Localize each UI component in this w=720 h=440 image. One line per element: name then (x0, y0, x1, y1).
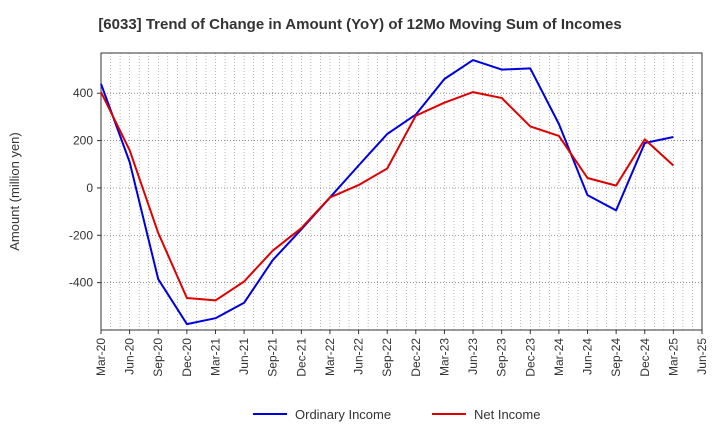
x-tick-label: Jun-25 (695, 338, 709, 375)
x-tick-label: Dec-21 (294, 338, 308, 377)
legend-label: Net Income (474, 407, 540, 422)
x-tick-label: Sep-21 (266, 338, 280, 377)
x-tick-label: Mar-20 (94, 338, 108, 376)
x-tick-label: Jun-23 (466, 338, 480, 375)
y-tick-label: 200 (73, 134, 93, 148)
x-tick-label: Jun-24 (581, 338, 595, 375)
grid (101, 53, 702, 330)
x-tick-label: Sep-23 (495, 338, 509, 377)
plot-frame (100, 52, 703, 331)
x-tick-label: Jun-21 (237, 338, 251, 375)
legend-label: Ordinary Income (295, 407, 391, 422)
x-tick-label: Mar-25 (666, 338, 680, 376)
x-tick-label: Dec-23 (523, 338, 537, 377)
series-ordinary-income (100, 59, 674, 326)
y-tick-label: -400 (69, 276, 93, 290)
plot-area (101, 53, 702, 330)
x-tick-label: Mar-24 (552, 338, 566, 376)
y-tick-label: -200 (69, 228, 93, 242)
x-tick-label: Mar-23 (437, 338, 451, 376)
x-tick-label: Sep-24 (609, 338, 623, 377)
series-net-income (100, 91, 675, 302)
x-tick-label: Mar-22 (323, 338, 337, 376)
x-tick-label: Dec-20 (180, 338, 194, 377)
x-tick-label: Dec-22 (409, 338, 423, 377)
y-tick-label: 0 (86, 181, 93, 195)
x-tick-label: Dec-24 (638, 338, 652, 377)
y-axis-label: Amount (million yen) (7, 132, 22, 251)
x-tick-label: Mar-21 (208, 338, 222, 376)
x-tick-label: Jun-22 (352, 338, 366, 375)
legend: Ordinary Income Net Income (253, 407, 540, 422)
chart-title: [6033] Trend of Change in Amount (YoY) o… (98, 16, 622, 33)
y-tick-label: 400 (73, 86, 93, 100)
x-tick-label: Sep-20 (151, 338, 165, 377)
x-tick-label: Jun-20 (123, 338, 137, 375)
x-tick-label: Sep-22 (380, 338, 394, 377)
